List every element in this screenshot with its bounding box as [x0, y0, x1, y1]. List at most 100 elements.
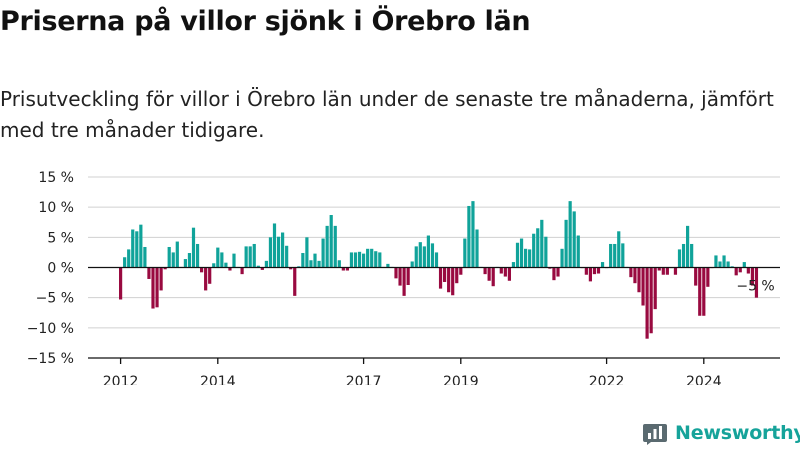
- bar: [515, 242, 520, 268]
- bar: [301, 253, 305, 268]
- bar: [576, 235, 580, 268]
- y-tick-label: −15 %: [27, 351, 74, 367]
- bar: [264, 260, 268, 268]
- bar: [726, 261, 730, 268]
- bar: [183, 259, 187, 268]
- bar: [321, 238, 325, 268]
- chart-title: Priserna på villor sjönk i Örebro län: [0, 6, 531, 37]
- bar: [734, 267, 738, 276]
- bar: [686, 225, 690, 268]
- bar: [422, 246, 426, 268]
- bar: [398, 267, 402, 286]
- bar: [556, 267, 560, 277]
- bar: [528, 249, 532, 268]
- bar: [487, 267, 491, 281]
- bar: [374, 251, 378, 268]
- bar: [362, 253, 366, 268]
- bar: [742, 262, 746, 268]
- y-axis-labels: 15 % 10 % 5 % 0 % −5 % −10 % −15 %: [27, 170, 74, 367]
- bar: [718, 261, 722, 268]
- x-tick-label: 2017: [346, 374, 382, 385]
- bar: [248, 246, 252, 268]
- bar: [499, 267, 503, 274]
- y-tick-label: 5 %: [47, 230, 74, 246]
- bar: [596, 267, 601, 274]
- bar: [370, 248, 374, 268]
- bar: [406, 267, 410, 285]
- bar: [564, 219, 568, 268]
- bar: [694, 267, 698, 286]
- bar: [378, 252, 382, 268]
- bar: [438, 267, 443, 289]
- bar: [260, 267, 264, 270]
- bar: [418, 242, 422, 268]
- bar: [633, 267, 637, 284]
- bar: [171, 252, 175, 268]
- bar: [600, 262, 605, 268]
- bar: [641, 267, 645, 306]
- bar: [131, 229, 135, 268]
- axes: [88, 266, 780, 364]
- bar: [402, 267, 406, 296]
- bar: [147, 267, 151, 279]
- bar: [698, 267, 702, 316]
- bar: [629, 267, 633, 278]
- bar-chart-logo-icon: [643, 424, 667, 445]
- bar: [750, 267, 754, 286]
- bar: [471, 201, 475, 268]
- bar: [588, 267, 592, 282]
- bar: [119, 267, 123, 300]
- bar: [272, 223, 277, 268]
- bar: [746, 267, 750, 274]
- bar: [163, 267, 167, 270]
- bar: [459, 267, 463, 275]
- bar: [357, 251, 362, 268]
- bar: [536, 228, 540, 268]
- bar: [677, 249, 682, 268]
- bar: [341, 267, 345, 271]
- bar: [155, 267, 159, 308]
- bar: [519, 238, 524, 268]
- bar: [289, 267, 293, 270]
- chart-subtitle: Prisutveckling för villor i Örebro län u…: [0, 87, 774, 142]
- bar: [568, 201, 572, 268]
- x-tick-label: 2019: [443, 374, 479, 385]
- bar: [187, 253, 192, 268]
- bar: [572, 211, 576, 268]
- y-tick-label: 10 %: [38, 200, 74, 216]
- bar: [430, 243, 435, 268]
- bar: [491, 267, 495, 287]
- bar: [540, 219, 544, 268]
- bar: [426, 235, 430, 268]
- bar: [220, 252, 224, 268]
- bar: [349, 252, 354, 268]
- bar: [313, 253, 317, 268]
- bar: [337, 260, 341, 268]
- bar: [706, 267, 710, 287]
- bar: [200, 267, 204, 273]
- bar: [722, 255, 726, 268]
- y-tick-label: 15 %: [38, 170, 74, 186]
- bar: [135, 231, 139, 268]
- bar: [143, 246, 147, 268]
- bar: [305, 237, 309, 268]
- bar: [224, 262, 228, 268]
- bar: [333, 225, 337, 268]
- bar: [673, 267, 678, 275]
- bar: [394, 267, 398, 279]
- bar: [386, 263, 390, 268]
- annotations: −5 %: [736, 279, 774, 295]
- bar: [714, 255, 718, 268]
- bar: [139, 224, 143, 268]
- bar: [127, 249, 131, 268]
- bar: [483, 267, 487, 275]
- bar: [228, 267, 232, 271]
- y-tick-label: −5 %: [36, 291, 74, 307]
- bar: [240, 267, 244, 275]
- bar: [690, 243, 694, 268]
- bar: [232, 253, 236, 268]
- bar: [216, 247, 220, 268]
- bar: [285, 245, 289, 268]
- bar: [123, 257, 127, 268]
- bar: [317, 260, 321, 268]
